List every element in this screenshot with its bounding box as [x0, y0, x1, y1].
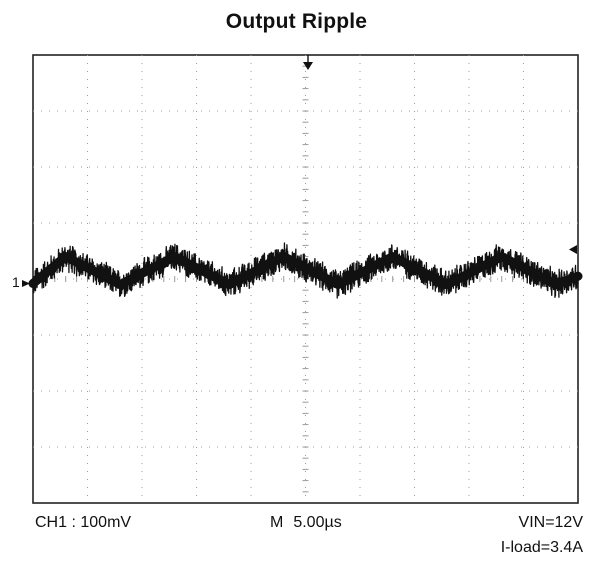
channel-marker-label: 1	[12, 274, 20, 290]
markers: 1	[12, 55, 577, 290]
ripple-core-trace	[28, 252, 583, 290]
timebase-readout: M 5.00µs	[270, 514, 342, 532]
chart-title: Output Ripple	[225, 10, 368, 33]
channel-marker-arrow-icon	[22, 280, 30, 287]
iload-readout: I-load=3.4A	[500, 539, 583, 556]
waveform-trace	[28, 242, 583, 299]
timebase-value: 5.00µs	[293, 514, 342, 531]
ch1-separator: :	[71, 514, 76, 531]
ch1-label: CH1	[35, 514, 68, 531]
ch1-scale-value: 100mV	[80, 514, 132, 531]
trigger-level-icon	[569, 245, 577, 254]
timebase-label: M	[270, 514, 284, 531]
trigger-position-icon	[303, 55, 313, 70]
ch1-scale-readout: CH1 : 100mV	[35, 514, 131, 532]
vin-readout: VIN=12V	[518, 514, 583, 531]
